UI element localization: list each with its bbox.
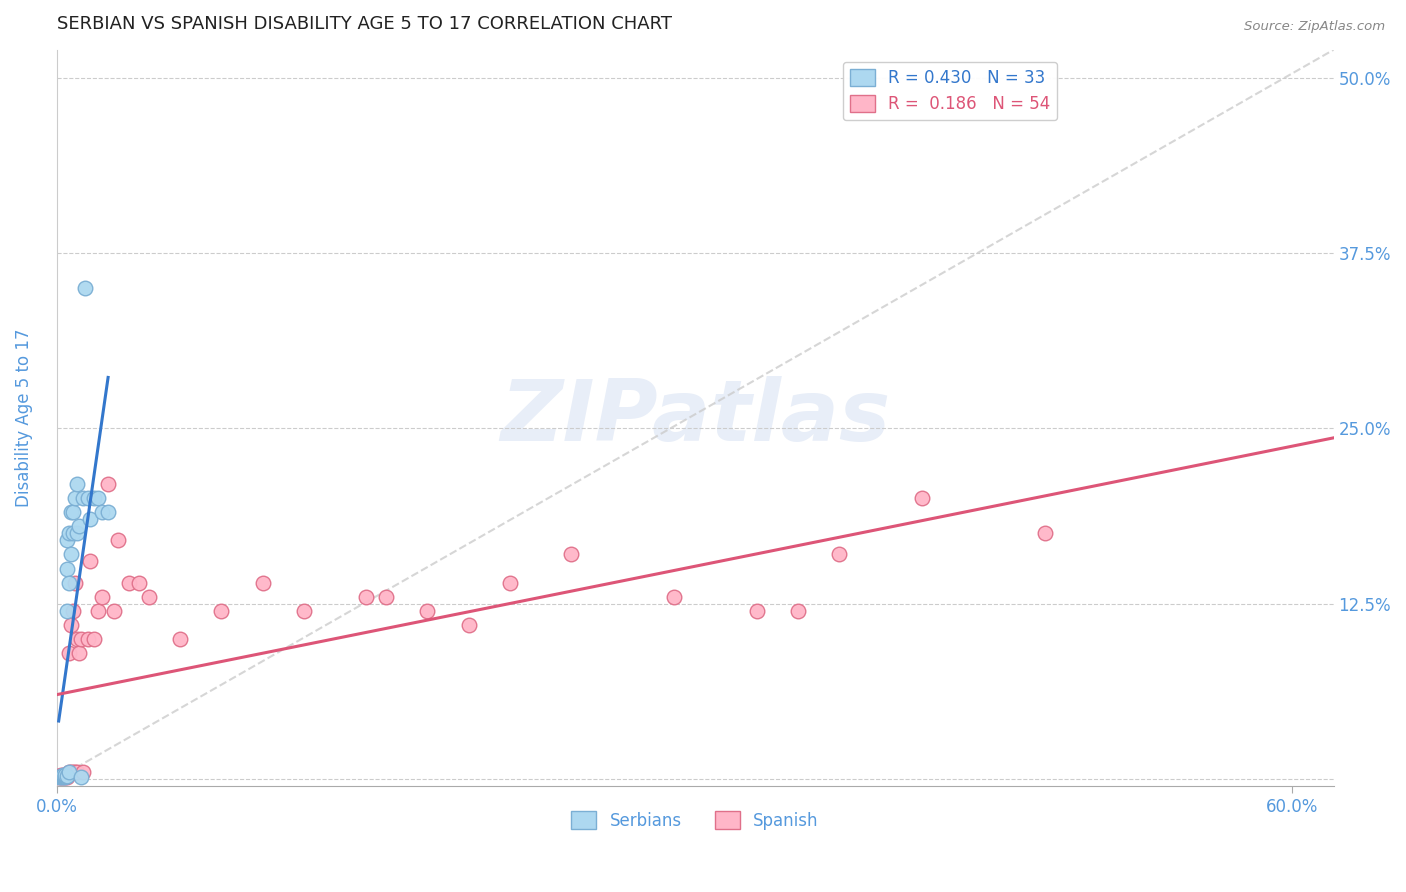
- Point: [48, 769, 70, 783]
- Point: [52, 770, 75, 784]
- Point: [48, 770, 70, 784]
- Point: [70, 770, 93, 784]
- Point: [787, 603, 810, 617]
- Point: [56, 533, 79, 548]
- Point: [76, 491, 98, 506]
- Point: [209, 603, 232, 617]
- Point: [97, 505, 120, 519]
- Point: [83, 491, 105, 506]
- Point: [63, 764, 86, 779]
- Point: [48, 770, 70, 784]
- Point: [128, 575, 150, 590]
- Point: [63, 491, 86, 506]
- Point: [62, 526, 84, 541]
- Point: [56, 767, 79, 781]
- Point: [53, 769, 76, 783]
- Point: [354, 590, 377, 604]
- Point: [62, 603, 84, 617]
- Point: [375, 590, 398, 604]
- Point: [97, 477, 120, 491]
- Point: [53, 769, 76, 783]
- Point: [58, 646, 80, 660]
- Point: [90, 505, 112, 519]
- Text: SERBIAN VS SPANISH DISABILITY AGE 5 TO 17 CORRELATION CHART: SERBIAN VS SPANISH DISABILITY AGE 5 TO 1…: [56, 15, 672, 33]
- Point: [60, 764, 83, 779]
- Point: [56, 603, 79, 617]
- Point: [53, 767, 76, 781]
- Point: [169, 632, 191, 646]
- Point: [252, 575, 274, 590]
- Point: [66, 632, 89, 646]
- Point: [49, 769, 72, 783]
- Point: [745, 603, 768, 617]
- Point: [49, 769, 72, 783]
- Point: [52, 767, 75, 781]
- Point: [83, 632, 105, 646]
- Point: [52, 769, 75, 783]
- Point: [52, 769, 75, 783]
- Point: [60, 548, 83, 562]
- Point: [56, 561, 79, 575]
- Point: [58, 575, 80, 590]
- Point: [70, 632, 93, 646]
- Point: [79, 512, 101, 526]
- Point: [53, 767, 76, 781]
- Point: [53, 770, 76, 784]
- Point: [79, 554, 101, 568]
- Point: [56, 770, 79, 784]
- Point: [60, 617, 83, 632]
- Point: [56, 769, 79, 783]
- Point: [63, 575, 86, 590]
- Point: [58, 764, 80, 779]
- Point: [292, 603, 315, 617]
- Point: [58, 764, 80, 779]
- Point: [457, 617, 479, 632]
- Point: [416, 603, 439, 617]
- Point: [118, 575, 141, 590]
- Y-axis label: Disability Age 5 to 17: Disability Age 5 to 17: [15, 328, 32, 507]
- Legend: Serbians, Spanish: Serbians, Spanish: [565, 805, 825, 837]
- Point: [66, 526, 89, 541]
- Point: [62, 505, 84, 519]
- Point: [49, 767, 72, 781]
- Point: [75, 281, 97, 295]
- Point: [67, 519, 90, 533]
- Point: [1033, 526, 1056, 541]
- Point: [66, 477, 89, 491]
- Point: [72, 764, 94, 779]
- Point: [66, 764, 89, 779]
- Point: [560, 548, 582, 562]
- Point: [138, 590, 160, 604]
- Text: Source: ZipAtlas.com: Source: ZipAtlas.com: [1244, 20, 1385, 33]
- Point: [60, 505, 83, 519]
- Point: [87, 603, 110, 617]
- Text: ZIPatlas: ZIPatlas: [501, 376, 890, 459]
- Point: [56, 769, 79, 783]
- Point: [72, 491, 94, 506]
- Point: [90, 590, 112, 604]
- Point: [49, 770, 72, 784]
- Point: [52, 767, 75, 781]
- Point: [52, 770, 75, 784]
- Point: [76, 632, 98, 646]
- Point: [67, 646, 90, 660]
- Point: [62, 764, 84, 779]
- Point: [107, 533, 129, 548]
- Point: [53, 770, 76, 784]
- Point: [87, 491, 110, 506]
- Point: [910, 491, 932, 506]
- Point: [103, 603, 125, 617]
- Point: [828, 548, 851, 562]
- Point: [58, 526, 80, 541]
- Point: [49, 770, 72, 784]
- Point: [499, 575, 522, 590]
- Point: [664, 590, 686, 604]
